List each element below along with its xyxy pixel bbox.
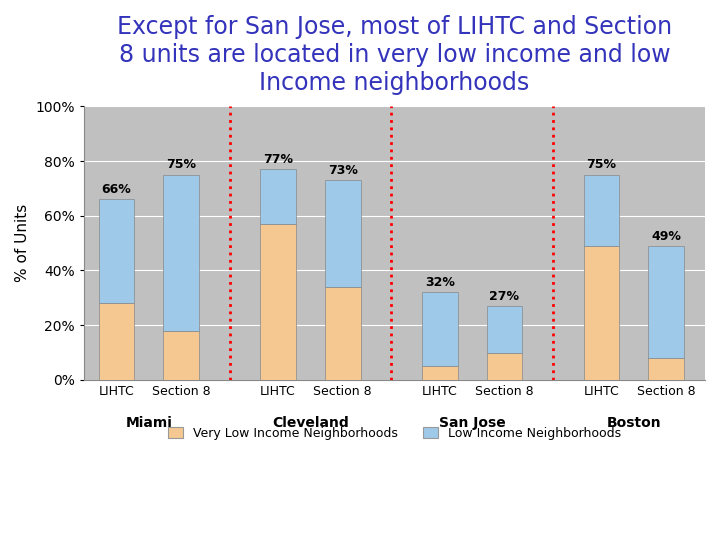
Y-axis label: % of Units: % of Units xyxy=(15,204,30,282)
Text: San Jose: San Jose xyxy=(438,415,505,429)
Bar xyxy=(649,358,684,380)
Legend: Very Low Income Neighborhoods, Low Income Neighborhoods: Very Low Income Neighborhoods, Low Incom… xyxy=(163,422,626,445)
Bar xyxy=(163,174,199,330)
Bar xyxy=(325,287,361,380)
Bar xyxy=(649,246,684,358)
Bar xyxy=(261,224,296,380)
Text: Cleveland: Cleveland xyxy=(272,415,348,429)
Bar xyxy=(325,180,361,287)
Bar xyxy=(422,366,458,380)
Text: 49%: 49% xyxy=(652,230,681,242)
Text: 75%: 75% xyxy=(166,158,196,171)
Bar xyxy=(487,353,522,380)
Text: 75%: 75% xyxy=(587,158,616,171)
Bar xyxy=(99,303,134,380)
Title: Except for San Jose, most of LIHTC and Section
8 units are located in very low i: Except for San Jose, most of LIHTC and S… xyxy=(117,15,672,94)
Bar xyxy=(422,292,458,366)
Text: 66%: 66% xyxy=(102,183,131,196)
Bar xyxy=(261,169,296,224)
Bar xyxy=(584,246,619,380)
Text: 32%: 32% xyxy=(425,276,455,289)
Text: Miami: Miami xyxy=(125,415,172,429)
Text: 77%: 77% xyxy=(263,153,293,166)
Bar xyxy=(487,306,522,353)
Bar xyxy=(99,199,134,303)
Bar xyxy=(584,174,619,246)
Bar xyxy=(163,330,199,380)
Text: 73%: 73% xyxy=(328,164,358,177)
Text: Boston: Boston xyxy=(606,415,661,429)
Text: 27%: 27% xyxy=(490,290,520,303)
